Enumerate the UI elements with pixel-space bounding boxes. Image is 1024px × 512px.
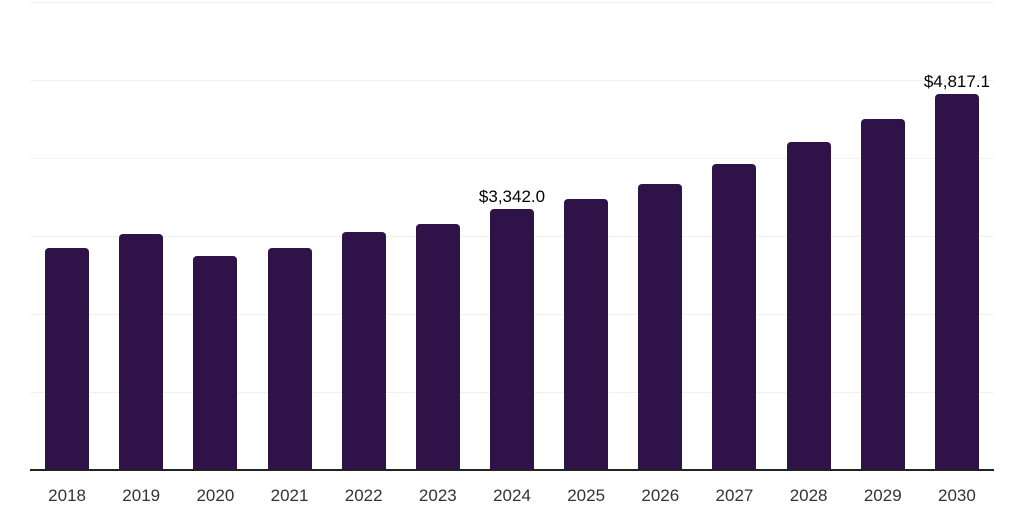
bar-2021	[267, 247, 312, 470]
x-tick-2029: 2029	[863, 486, 902, 505]
bar-2030	[934, 94, 979, 470]
x-tick-2022: 2022	[344, 486, 383, 505]
bar-2018	[45, 248, 90, 470]
x-tick-2027: 2027	[715, 486, 754, 505]
bar-2028	[786, 141, 831, 470]
x-tick-2025: 2025	[567, 486, 606, 505]
bar-2020	[193, 256, 238, 470]
bar-value-label-2030: $4,817.1	[923, 72, 991, 92]
bar-2025	[564, 198, 609, 470]
gridline-4000	[30, 158, 994, 159]
bar-2023	[415, 223, 460, 470]
bar-2026	[638, 183, 683, 470]
bar-2024	[490, 209, 534, 470]
x-tick-2026: 2026	[641, 486, 680, 505]
x-tick-2024: 2024	[493, 486, 531, 505]
gridline-5000	[30, 80, 994, 81]
x-tick-2023: 2023	[418, 486, 457, 505]
x-axis-line	[30, 469, 994, 471]
x-tick-2028: 2028	[789, 486, 828, 505]
x-tick-2020: 2020	[196, 486, 235, 505]
x-tick-2030: 2030	[938, 486, 976, 505]
bar-2022	[341, 232, 386, 470]
x-tick-2018: 2018	[48, 486, 86, 505]
x-tick-2021: 2021	[270, 486, 309, 505]
bar-value-label-2024: $3,342.0	[478, 187, 546, 207]
gridline-6000	[30, 2, 994, 3]
bar-2027	[712, 163, 757, 470]
bar-2019	[119, 233, 164, 470]
bar-2029	[860, 119, 905, 470]
x-tick-2019: 2019	[122, 486, 161, 505]
